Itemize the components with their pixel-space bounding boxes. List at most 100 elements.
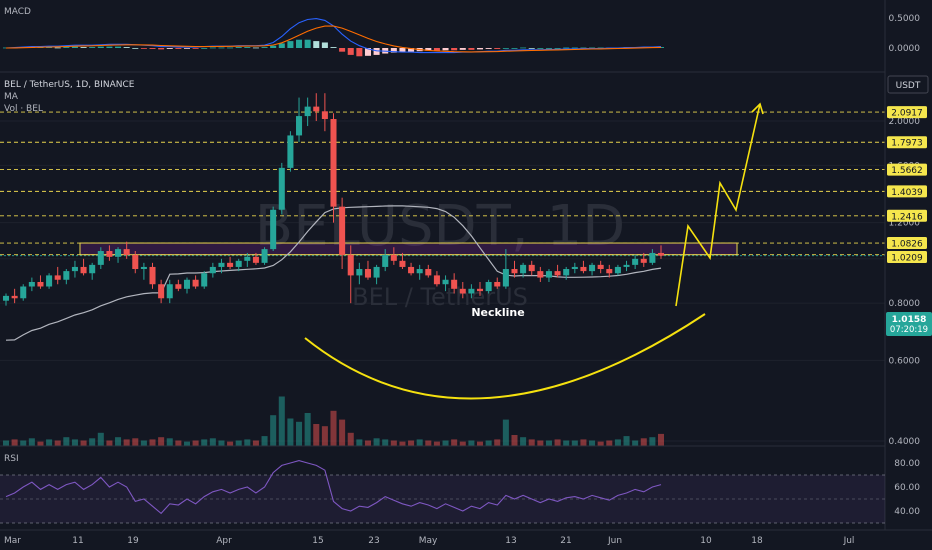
level-price-tag xyxy=(887,251,927,264)
volume-bar xyxy=(545,440,552,446)
candle-body xyxy=(433,275,440,285)
macd-histogram-bar xyxy=(166,48,173,49)
macd-histogram-bar xyxy=(149,48,156,49)
rsi-line xyxy=(5,460,662,515)
candle-body xyxy=(313,106,320,112)
candle-body xyxy=(192,279,199,287)
macd-histogram-bar xyxy=(278,43,285,48)
volume-bar xyxy=(63,437,70,446)
volume-bar xyxy=(278,396,285,446)
neckline-label: Neckline xyxy=(471,306,524,319)
candle-body xyxy=(442,279,449,285)
volume-bar xyxy=(571,440,578,446)
symbol-legend[interactable]: BEL / TetherUS, 1D, BINANCE xyxy=(4,80,135,90)
macd-histogram-bar xyxy=(252,47,259,49)
volume-bar xyxy=(227,441,234,446)
macd-histogram-bar xyxy=(123,47,130,48)
macd-histogram-bar xyxy=(227,47,234,49)
candle-body xyxy=(183,279,191,289)
volume-bar xyxy=(356,439,363,446)
candle-body xyxy=(278,167,285,210)
candle-body xyxy=(227,262,234,267)
volume-bar xyxy=(201,439,208,446)
current-price-value: 1.0158 xyxy=(892,315,927,325)
volume-bar xyxy=(235,440,242,446)
candle-body xyxy=(97,251,104,265)
macd-histogram-bar xyxy=(545,48,552,49)
level-price-tag xyxy=(887,185,927,198)
macd-histogram-bar xyxy=(209,47,216,49)
volume-legend[interactable]: Vol · BEL xyxy=(4,104,43,114)
macd-histogram-bar xyxy=(476,48,484,50)
time-axis-label: 15 xyxy=(312,536,323,546)
candle-body xyxy=(459,288,466,294)
candle-body xyxy=(408,266,415,274)
candle-body xyxy=(175,284,182,289)
macd-histogram-bar xyxy=(442,48,449,51)
cup-curve-annotation[interactable] xyxy=(304,313,706,400)
currency-badge-label: USDT xyxy=(896,81,921,91)
current-price-badge xyxy=(886,312,932,336)
volume-bar xyxy=(580,439,587,446)
price-axis-label: 2.0000 xyxy=(889,117,921,127)
candle-body xyxy=(640,258,647,263)
macd-histogram-bar xyxy=(218,47,225,49)
candle-body xyxy=(614,266,621,274)
macd-histogram-bar xyxy=(597,47,604,49)
current-price-tag[interactable]: 1.0158 07:20:19 xyxy=(886,312,932,336)
watermark: BELUSDT, 1D BEL / TetherUS xyxy=(255,194,625,311)
macd-histogram-bar xyxy=(485,48,492,49)
volume-bar xyxy=(649,437,656,446)
candle-body xyxy=(270,209,277,250)
volume-bar xyxy=(433,441,440,446)
candle-body xyxy=(123,249,130,255)
candle-body xyxy=(252,256,259,263)
volume-bar xyxy=(115,437,122,446)
macd-histogram-bar xyxy=(296,39,303,48)
ma-legend[interactable]: MA xyxy=(4,92,19,102)
macd-histogram-bar xyxy=(244,47,251,48)
volume-bar xyxy=(416,439,423,446)
macd-title: MACD xyxy=(4,7,31,17)
macd-histogram-bar xyxy=(494,48,501,49)
projection-zigzag-arrow[interactable] xyxy=(675,103,761,307)
volume-bar xyxy=(468,440,475,446)
volume-bar xyxy=(132,438,139,446)
arrow-head-icon xyxy=(751,102,764,115)
price-axis-label: 1.2000 xyxy=(889,219,921,229)
volume-bar xyxy=(364,440,371,446)
time-axis[interactable]: Mar 11 19 Apr 15 23 May 13 21 Jun 10 18 Jul xyxy=(4,536,854,546)
macd-histogram-bar xyxy=(192,48,199,49)
candle-body xyxy=(589,264,596,272)
time-axis-label: 11 xyxy=(72,536,83,546)
candle-body xyxy=(140,266,147,270)
volume-bar xyxy=(97,432,104,446)
rsi-panel[interactable]: RSI xyxy=(0,454,885,524)
candle-body xyxy=(373,266,380,278)
volume-bar xyxy=(244,439,251,446)
candle-body xyxy=(425,269,432,276)
neckline-zone[interactable] xyxy=(79,242,738,256)
volume-bar xyxy=(175,440,182,446)
watermark-sub: BEL / TetherUS xyxy=(352,283,528,311)
candle-body xyxy=(20,286,27,299)
macd-panel[interactable]: MACD xyxy=(2,7,665,57)
level-price-tag-label: 1.0826 xyxy=(891,240,923,250)
volume-bar xyxy=(270,415,277,446)
candle-body xyxy=(321,111,328,120)
candle-body xyxy=(554,271,561,276)
volume-bar xyxy=(71,439,78,446)
volume-bar xyxy=(657,433,665,446)
candle-body xyxy=(132,254,139,270)
volume-bar xyxy=(347,432,354,446)
price-axis[interactable]: USDT xyxy=(887,75,929,94)
level-price-tag xyxy=(887,163,927,176)
candle-body xyxy=(296,116,303,136)
volume-bar xyxy=(589,440,596,446)
macd-histogram-bar xyxy=(433,48,440,51)
watermark-main: BELUSDT, 1D xyxy=(255,194,625,259)
volume-bar xyxy=(408,440,415,446)
currency-badge[interactable] xyxy=(887,75,929,94)
candle-body xyxy=(11,295,18,299)
